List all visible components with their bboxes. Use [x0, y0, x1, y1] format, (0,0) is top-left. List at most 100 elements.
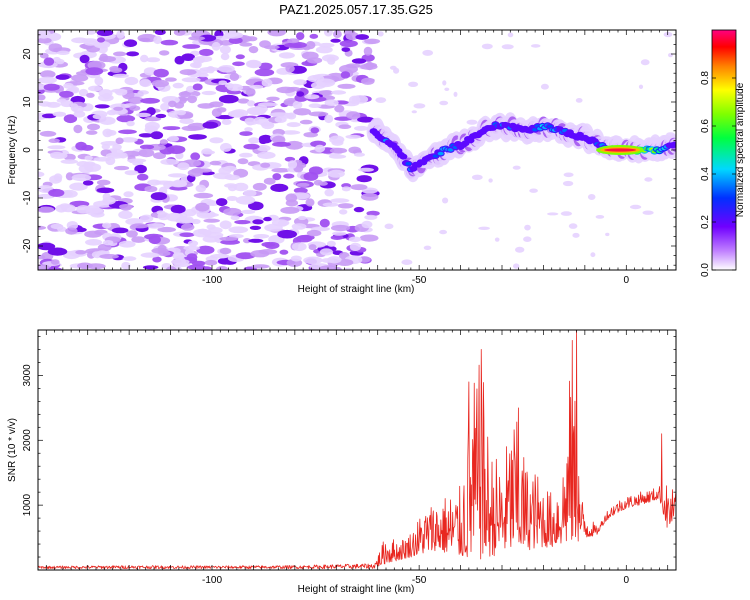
noise-blob	[106, 152, 126, 159]
noise-blob	[75, 227, 87, 232]
noise-blob	[563, 172, 574, 178]
noise-blob	[167, 135, 180, 142]
noise-blob	[60, 159, 78, 164]
noise-blob	[145, 223, 165, 229]
noise-blob	[629, 204, 642, 210]
noise-blob	[81, 144, 94, 151]
noise-blob	[186, 253, 198, 261]
noise-blob	[540, 83, 549, 90]
noise-blob	[114, 165, 130, 171]
noise-blob	[353, 206, 365, 213]
y-tick-label: 0	[22, 147, 33, 153]
snr-y-ticks: 1000 2000 3000	[22, 336, 676, 571]
noise-blob	[124, 76, 139, 86]
noise-blob	[512, 165, 521, 170]
noise-blob	[478, 226, 490, 230]
noise-blob	[329, 147, 348, 154]
noise-blob	[113, 106, 124, 111]
y-tick-label: 2000	[22, 429, 33, 452]
noise-blob	[137, 90, 149, 95]
noise-blob	[341, 47, 351, 52]
signal-peak	[604, 148, 637, 152]
noise-blob	[251, 264, 270, 269]
colorbar-gradient	[711, 29, 737, 271]
noise-blob	[401, 259, 413, 266]
noise-blob	[224, 183, 238, 188]
colorbar-tick-label: 0.2	[700, 215, 711, 229]
noise-blob	[142, 265, 159, 270]
noise-blob	[243, 143, 260, 150]
noise-blob	[562, 180, 574, 187]
noise-blob	[233, 182, 249, 192]
noise-blob	[324, 114, 334, 124]
noise-blob	[270, 183, 289, 192]
noise-blob	[198, 34, 217, 42]
noise-blob	[276, 86, 296, 94]
noise-blob	[139, 144, 155, 150]
noise-blob	[348, 236, 362, 243]
noise-blob	[96, 187, 115, 194]
noise-blob	[127, 96, 144, 105]
noise-blob	[53, 173, 63, 182]
noise-blob	[322, 202, 339, 207]
noise-blob	[530, 44, 541, 48]
noise-blob	[277, 229, 297, 239]
noise-blob	[96, 179, 111, 186]
noise-blob	[38, 242, 56, 251]
noise-blob	[356, 175, 372, 183]
noise-blob	[166, 266, 177, 270]
noise-blob	[439, 229, 447, 235]
noise-blob	[248, 201, 264, 211]
noise-blob	[96, 30, 114, 37]
noise-blob	[277, 220, 288, 227]
noise-blob	[159, 50, 170, 56]
noise-blob	[304, 94, 320, 100]
noise-blob	[99, 53, 109, 62]
noise-blob	[287, 160, 298, 169]
noise-blob	[126, 230, 138, 238]
noise-blob	[408, 81, 419, 88]
noise-blob	[575, 98, 583, 103]
noise-blob	[349, 242, 361, 252]
noise-blob	[239, 131, 253, 137]
noise-blob	[218, 65, 235, 73]
noise-blob	[115, 89, 128, 96]
noise-blob	[139, 214, 154, 223]
noise-blob	[293, 187, 308, 194]
noise-blob	[466, 119, 478, 125]
noise-blob	[338, 124, 352, 129]
noise-blob	[187, 95, 198, 104]
noise-blob	[330, 90, 347, 95]
noise-blob	[215, 266, 229, 270]
noise-blob	[261, 78, 273, 87]
noise-blob	[150, 131, 164, 140]
noise-blob	[257, 144, 271, 152]
noise-blob	[38, 37, 52, 44]
noise-blob	[258, 62, 273, 70]
noise-blob	[308, 111, 329, 117]
noise-blob	[218, 167, 232, 175]
noise-blob	[413, 103, 426, 109]
noise-blob	[172, 179, 187, 188]
noise-blob	[97, 37, 105, 43]
noise-blob	[199, 67, 220, 72]
noise-blob	[375, 97, 387, 103]
noise-blob	[640, 59, 650, 66]
noise-blob	[524, 224, 531, 231]
noise-blob	[237, 158, 249, 165]
noise-blob	[84, 155, 93, 161]
noise-blob	[126, 120, 135, 127]
noise-blob	[547, 212, 559, 216]
noise-blob	[324, 99, 339, 106]
noise-blob	[123, 191, 134, 198]
noise-blob	[263, 216, 272, 222]
noise-blob	[318, 42, 335, 48]
noise-blob	[129, 105, 141, 111]
noise-blob	[218, 94, 239, 104]
noise-blob	[272, 141, 291, 147]
noise-blob	[86, 207, 104, 216]
noise-blob	[71, 74, 89, 82]
noise-blob	[303, 256, 323, 265]
noise-blob	[218, 80, 228, 85]
noise-blob	[135, 112, 151, 118]
